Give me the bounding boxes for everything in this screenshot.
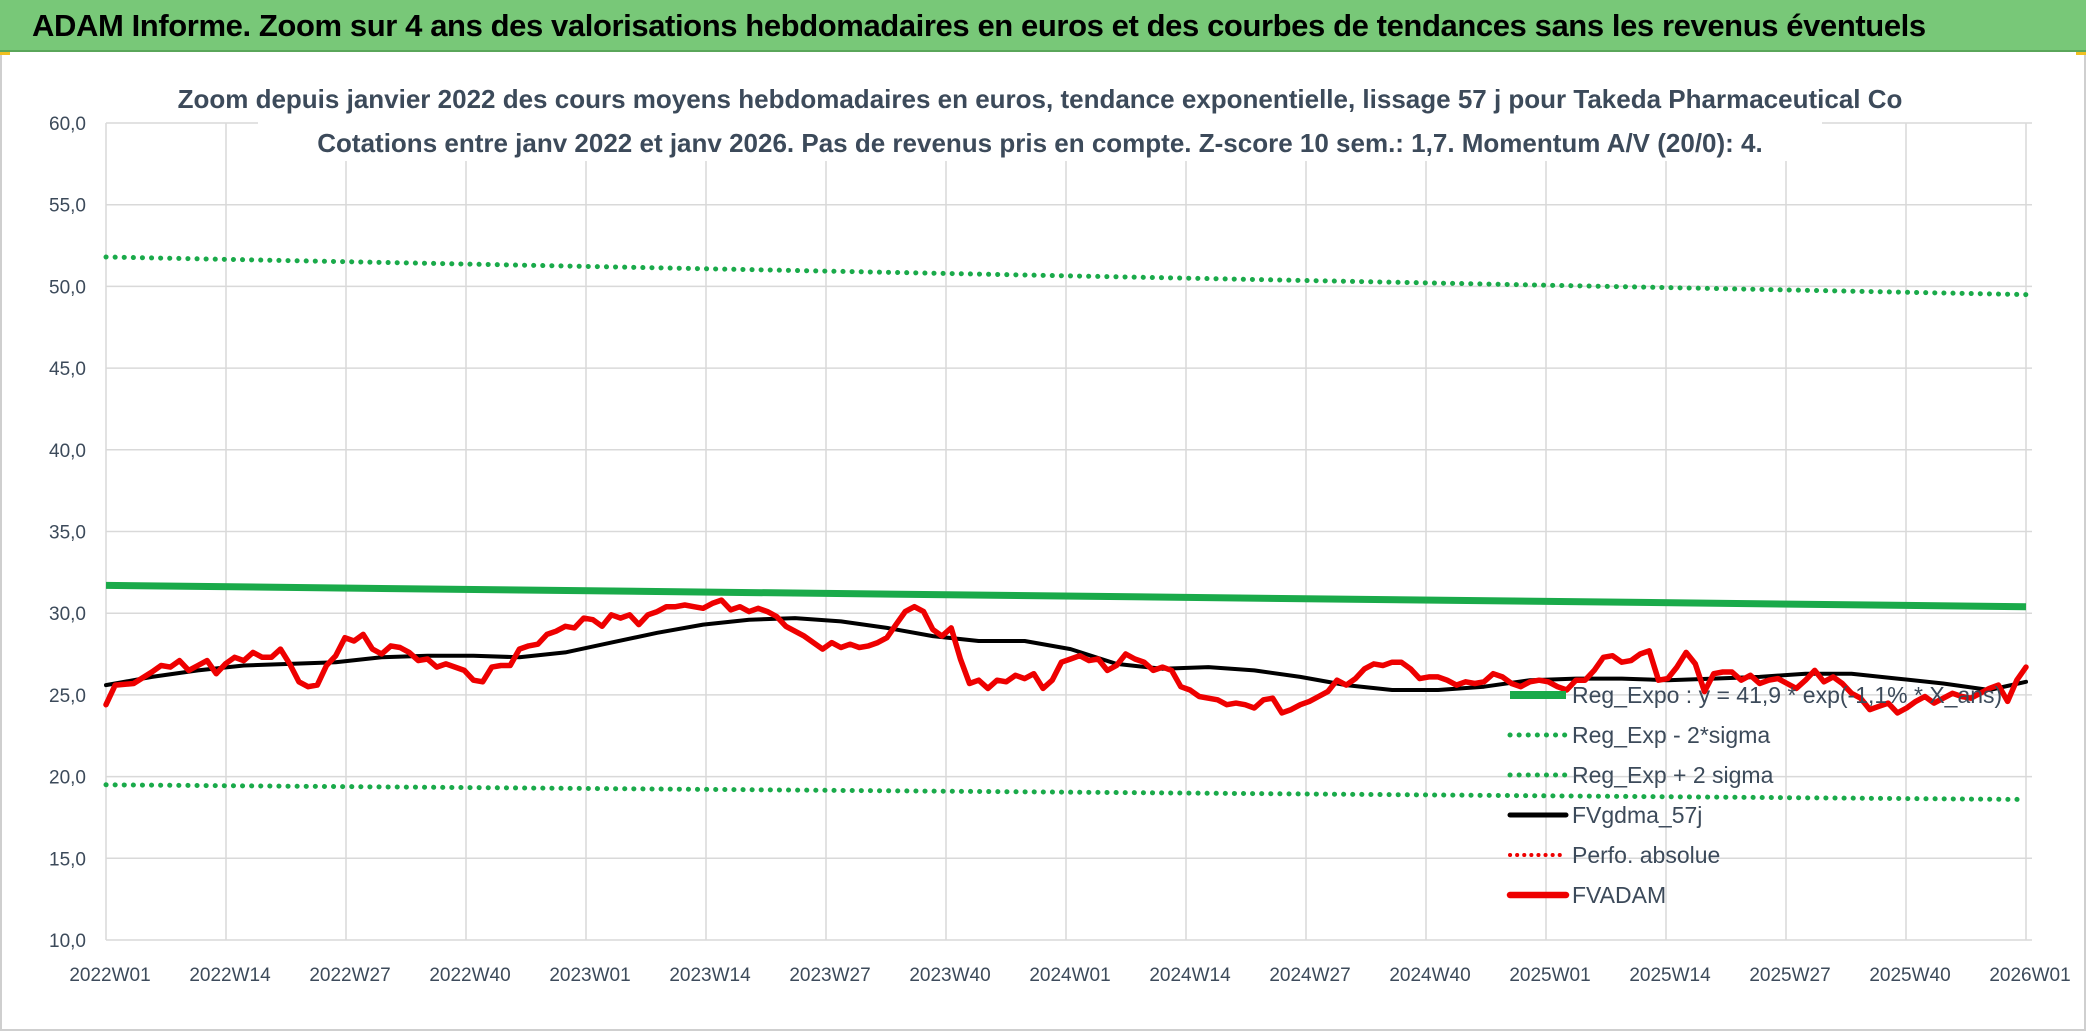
x-tick-label: 2022W27 [309,965,390,986]
x-tick-label: 2024W40 [1389,965,1470,986]
y-tick-label: 45,0 [49,359,86,380]
x-axis-ticks: 2022W01 2022W14 2022W27 2022W40 2023W01 2023W… [69,965,2070,986]
legend: Reg_Expo : y = 41,9 * exp(-1,1% * X_ans)… [1506,682,2002,908]
x-tick-label: 2025W01 [1509,965,1590,986]
legend-label: FVgdma_57j [1572,802,1702,828]
series-reg-expo-y-41-9-exp-1-1-x-ans [105,581,2027,611]
x-tick-label: 2023W14 [669,965,751,986]
y-tick-label: 25,0 [49,686,86,707]
chart-title-line1: Zoom depuis janvier 2022 des cours moyen… [178,84,1903,114]
y-tick-label: 20,0 [49,768,86,789]
chart-title-line2: Cotations entre janv 2022 et janv 2026. … [317,128,1762,158]
corner-accent-left [0,52,10,55]
x-tick-label: 2024W14 [1149,965,1231,986]
x-tick-label: 2023W40 [909,965,990,986]
report-banner: ADAM Informe. Zoom sur 4 ans des valoris… [0,0,2086,52]
legend-label: Perfo. absolue [1572,842,1720,868]
y-tick-label: 30,0 [49,604,86,625]
x-tick-label: 2022W40 [429,965,510,986]
y-tick-label: 35,0 [49,523,86,544]
series-lines [103,254,2029,802]
y-tick-label: 15,0 [49,849,86,870]
x-tick-label: 2024W27 [1269,965,1350,986]
legend-label: Reg_Exp + 2 sigma [1572,762,1774,788]
x-tick-label: 2024W01 [1029,965,1110,986]
x-tick-label: 2025W40 [1869,965,1950,986]
x-tick-label: 2025W27 [1749,965,1830,986]
x-tick-label: 2023W27 [789,965,870,986]
y-axis-ticks: 60,0 55,0 50,0 45,0 40,0 35,0 30,0 25,0 20,0 15,0… [49,114,86,952]
x-tick-label: 2026W01 [1989,965,2070,986]
report-title: ADAM Informe. Zoom sur 4 ans des valoris… [32,8,1926,43]
y-tick-label: 40,0 [49,441,86,462]
grid-lines [105,122,2032,941]
x-tick-label: 2022W01 [69,965,150,986]
y-tick-label: 55,0 [49,196,86,217]
legend-label: Reg_Exp - 2*sigma [1572,722,1770,748]
x-tick-label: 2025W14 [1629,965,1711,986]
x-tick-label: 2022W14 [189,965,271,986]
y-tick-label: 60,0 [49,114,86,135]
y-tick-label: 50,0 [49,277,86,298]
series-reg-exp-2-sigma [103,254,2029,298]
corner-accent-right [2076,52,2086,55]
title-background [258,79,1822,161]
legend-label: Reg_Expo : y = 41,9 * exp(-1,1% * X_ans) [1572,682,2002,708]
y-tick-label: 10,0 [49,931,86,952]
legend-label: FVADAM [1572,882,1666,908]
series-reg-exp-2-sigma [103,782,2029,802]
x-tick-label: 2023W01 [549,965,630,986]
series-fvadam [103,597,2029,716]
